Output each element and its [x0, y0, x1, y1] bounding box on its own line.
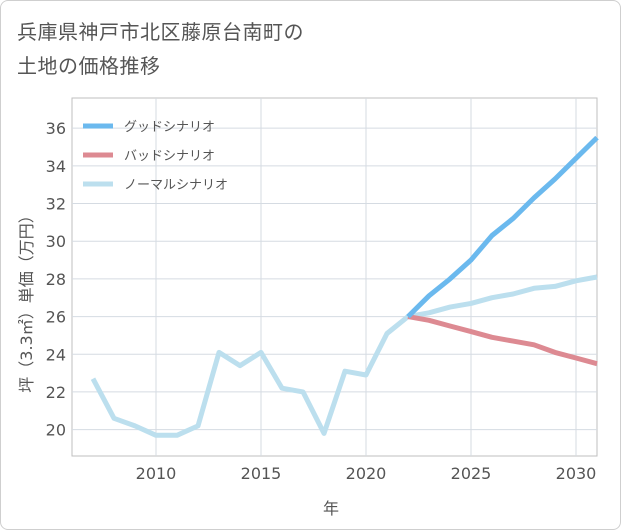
y-tick-label: 26 — [46, 308, 66, 327]
series-line-0 — [406, 135, 599, 319]
y-tick-label: 28 — [46, 270, 66, 289]
legend-label-0: グッドシナリオ — [124, 120, 215, 135]
y-tick-label: 24 — [46, 345, 66, 364]
series-line-2 — [90, 274, 598, 438]
title-line-2: 土地の価格推移 — [17, 54, 161, 78]
legend-label-1: バッドシナリオ — [124, 149, 215, 164]
y-tick-label: 20 — [46, 421, 66, 440]
grid-lines — [72, 98, 597, 456]
series-line-1 — [407, 314, 598, 367]
x-tick-label: 2010 — [136, 464, 177, 483]
y-axis-label: 坪（3.3㎡）単価（万円） — [17, 207, 36, 392]
y-tick-label: 36 — [46, 119, 66, 138]
y-tick-label: 30 — [46, 232, 66, 251]
x-tick-label: 2015 — [241, 464, 282, 483]
x-tick-label: 2020 — [346, 464, 387, 483]
x-tick-label: 2025 — [451, 464, 492, 483]
x-tick-label: 2030 — [556, 464, 597, 483]
tick-labels: 20 22 24 26 28 30 32 34 36 2010 2015 2020 2025 2030 — [46, 119, 597, 483]
y-tick-label: 32 — [46, 195, 66, 214]
series-lines — [90, 135, 599, 438]
y-tick-label: 22 — [46, 383, 66, 402]
chart-title: 兵庫県神戸市北区藤原台南町の 土地の価格推移 — [17, 15, 304, 83]
x-axis-label: 年 — [323, 499, 339, 518]
y-tick-label: 34 — [46, 157, 66, 176]
legend-label-2: ノーマルシナリオ — [124, 178, 228, 193]
title-line-1: 兵庫県神戸市北区藤原台南町の — [17, 20, 304, 44]
